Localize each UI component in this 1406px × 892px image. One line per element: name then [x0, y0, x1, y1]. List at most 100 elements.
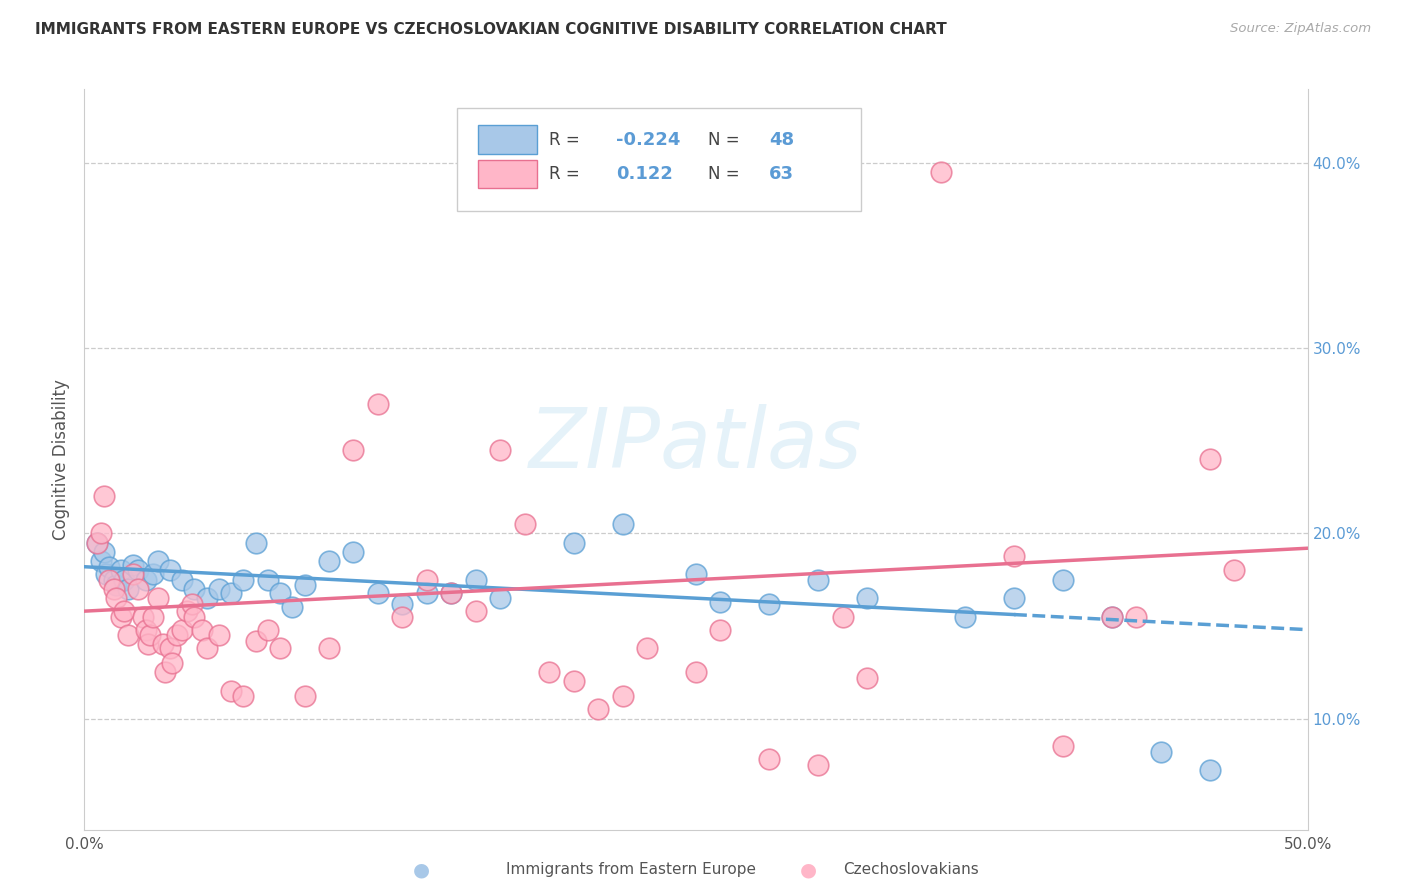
Point: [367, 397, 389, 411]
Point: [245, 535, 267, 549]
Point: [1125, 609, 1147, 624]
Point: [807, 757, 830, 772]
Point: [953, 609, 976, 624]
Text: ZIPatlas: ZIPatlas: [529, 404, 863, 485]
Point: [1052, 573, 1074, 587]
Point: [97, 559, 120, 574]
Point: [208, 628, 231, 642]
Point: [612, 690, 634, 704]
Point: [191, 623, 214, 637]
Point: [464, 573, 486, 587]
Point: [135, 623, 157, 637]
Point: [281, 600, 304, 615]
Point: [612, 517, 634, 532]
Point: [416, 585, 439, 599]
Point: [257, 623, 280, 637]
Point: [257, 573, 280, 587]
Point: [117, 628, 139, 642]
Point: [1198, 764, 1220, 778]
Point: [112, 573, 135, 587]
Point: [176, 604, 198, 618]
Point: [856, 591, 879, 606]
Text: ●: ●: [413, 860, 430, 880]
Point: [183, 582, 205, 596]
Point: [90, 554, 112, 568]
Text: IMMIGRANTS FROM EASTERN EUROPE VS CZECHOSLOVAKIAN COGNITIVE DISABILITY CORRELATI: IMMIGRANTS FROM EASTERN EUROPE VS CZECHO…: [35, 22, 946, 37]
Point: [117, 582, 139, 596]
Point: [181, 597, 204, 611]
Text: 63: 63: [769, 165, 794, 184]
Point: [538, 665, 561, 680]
Point: [127, 582, 149, 596]
Point: [416, 573, 439, 587]
Point: [172, 623, 194, 637]
Text: Immigrants from Eastern Europe: Immigrants from Eastern Europe: [506, 863, 756, 877]
Point: [132, 609, 155, 624]
Point: [391, 597, 413, 611]
Point: [636, 641, 658, 656]
Point: [208, 582, 231, 596]
Point: [685, 567, 707, 582]
Point: [146, 554, 169, 568]
Point: [440, 585, 463, 599]
Point: [709, 623, 731, 637]
Point: [166, 628, 188, 642]
Point: [294, 690, 316, 704]
Text: R =: R =: [550, 165, 585, 184]
Point: [562, 535, 585, 549]
Point: [112, 604, 135, 618]
Point: [86, 535, 108, 549]
Point: [103, 582, 125, 596]
Text: Czechoslovakians: Czechoslovakians: [844, 863, 980, 877]
Point: [232, 690, 254, 704]
FancyBboxPatch shape: [457, 108, 860, 211]
Point: [1002, 549, 1025, 563]
Point: [105, 578, 128, 592]
Point: [122, 558, 145, 572]
Point: [758, 597, 780, 611]
Point: [146, 591, 169, 606]
Point: [342, 545, 364, 559]
Point: [142, 567, 165, 582]
Point: [269, 585, 291, 599]
Point: [110, 564, 132, 578]
Point: [807, 573, 830, 587]
Point: [110, 609, 132, 624]
Point: [758, 752, 780, 766]
Point: [195, 591, 218, 606]
Point: [159, 641, 181, 656]
Point: [709, 595, 731, 609]
Point: [105, 591, 128, 606]
Text: N =: N =: [709, 130, 745, 149]
Point: [1150, 745, 1173, 759]
Text: N =: N =: [709, 165, 745, 184]
Point: [103, 573, 125, 587]
Point: [86, 535, 108, 549]
Point: [96, 567, 118, 582]
Text: R =: R =: [550, 130, 585, 149]
Point: [489, 443, 512, 458]
Point: [195, 641, 218, 656]
Point: [127, 564, 149, 578]
Text: 0.122: 0.122: [616, 165, 673, 184]
Point: [232, 573, 254, 587]
Text: Source: ZipAtlas.com: Source: ZipAtlas.com: [1230, 22, 1371, 36]
Point: [219, 683, 242, 698]
Point: [135, 573, 157, 587]
Point: [1002, 591, 1025, 606]
FancyBboxPatch shape: [478, 126, 537, 153]
Point: [856, 671, 879, 685]
Point: [342, 443, 364, 458]
Point: [562, 674, 585, 689]
Point: [1052, 739, 1074, 754]
Point: [294, 578, 316, 592]
Text: 48: 48: [769, 130, 794, 149]
Point: [97, 573, 120, 587]
Point: [93, 545, 115, 559]
Text: ●: ●: [800, 860, 817, 880]
Point: [93, 489, 115, 503]
Point: [685, 665, 707, 680]
Point: [142, 609, 165, 624]
Y-axis label: Cognitive Disability: Cognitive Disability: [52, 379, 70, 540]
Point: [122, 567, 145, 582]
